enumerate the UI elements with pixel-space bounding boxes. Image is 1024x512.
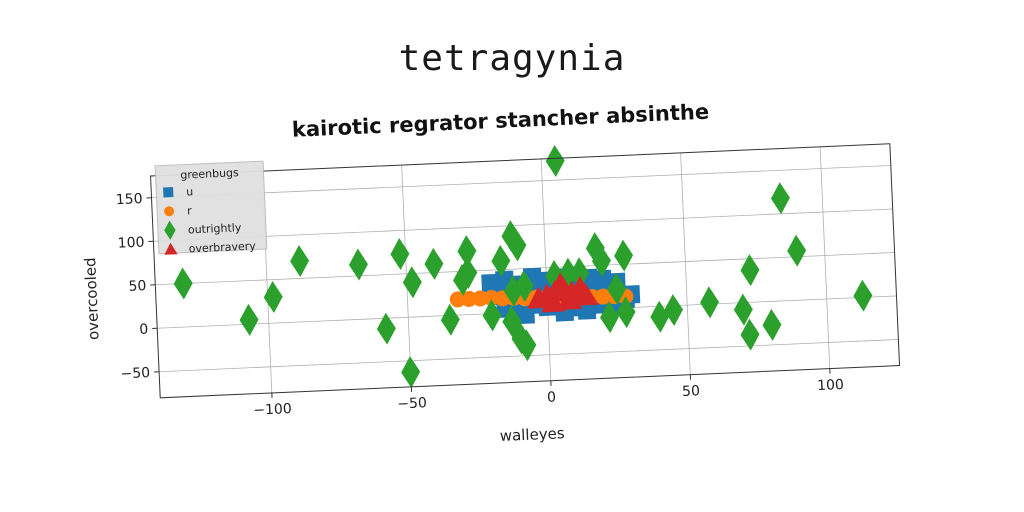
x-tick-label: −100	[253, 401, 292, 419]
legend-marker	[164, 220, 176, 240]
data-point	[514, 270, 534, 303]
data-point	[577, 300, 597, 320]
data-point	[390, 238, 410, 271]
data-point	[616, 296, 636, 329]
data-point	[516, 305, 535, 325]
data-point	[424, 247, 444, 280]
data-point	[541, 290, 566, 313]
data-point	[664, 294, 683, 327]
legend-label: outrightly	[188, 221, 242, 236]
data-point	[482, 299, 502, 332]
x-tick-label: 50	[682, 383, 701, 400]
legend-marker	[164, 242, 178, 255]
y-tick-label: 150	[115, 191, 142, 208]
data-point	[558, 257, 578, 290]
data-point	[263, 281, 283, 314]
x-tick-label: 100	[817, 377, 844, 394]
series-3	[527, 272, 599, 313]
y-tick-label: 0	[139, 322, 149, 338]
legend-entries: ur outrightly overbravery	[163, 185, 257, 255]
data-point	[348, 248, 368, 281]
data-point	[650, 300, 670, 333]
data-point	[700, 286, 719, 319]
data-point	[770, 182, 790, 215]
figure-super-title: tetragynia	[398, 38, 626, 79]
data-point	[453, 264, 473, 297]
data-point	[787, 234, 807, 267]
data-point	[740, 254, 760, 287]
x-tick-label: 0	[547, 390, 557, 406]
data-point	[614, 239, 634, 272]
data-point	[458, 256, 478, 289]
x-tick-label: −50	[397, 395, 427, 412]
x-grid-line	[540, 158, 552, 381]
legend-title: greenbugs	[180, 166, 239, 182]
data-point	[545, 144, 565, 177]
data-point	[290, 245, 310, 278]
data-point	[607, 273, 627, 305]
x-grid-line	[680, 152, 691, 375]
data-point	[483, 289, 500, 306]
data-point	[591, 244, 611, 277]
data-point	[239, 303, 259, 336]
data-point	[507, 229, 527, 262]
y-axis-label: overcooled	[81, 257, 103, 340]
chart-title: kairotic regrator stancher absinthe	[291, 100, 709, 142]
data-point	[517, 329, 537, 362]
data-point	[401, 356, 421, 389]
data-point	[740, 318, 760, 351]
data-point	[503, 274, 523, 307]
data-point	[762, 308, 782, 341]
data-point	[853, 279, 873, 312]
x-axis-label: walleyes	[499, 424, 565, 445]
data-point	[570, 257, 590, 290]
data-point	[402, 266, 422, 299]
data-point	[457, 235, 477, 268]
data-point	[173, 267, 193, 300]
y-grid-line	[151, 165, 891, 199]
data-point	[491, 244, 511, 277]
legend-label: overbravery	[188, 239, 256, 255]
data-point	[733, 293, 753, 326]
x-grid-line	[819, 146, 831, 369]
plot-area: −100 −50 0 50 100 −50 0 50 100 150 kairotic regr…	[81, 100, 901, 445]
legend: greenbugs ur outrightly overbravery	[154, 160, 268, 255]
legend-label: u	[186, 185, 194, 198]
series-2	[173, 144, 873, 389]
y-tick-label: 50	[128, 278, 147, 295]
y-tick-label: −50	[120, 365, 150, 382]
data-point	[600, 301, 620, 334]
axes-frame	[150, 143, 901, 399]
data-point	[548, 272, 574, 295]
y-ticks: −50 0 50 100 150	[115, 191, 160, 382]
legend-box	[154, 160, 268, 255]
legend-marker	[163, 187, 174, 198]
legend-marker	[164, 206, 175, 217]
y-grid-line	[153, 208, 893, 242]
x-ticks: −100 −50 0 50 100	[253, 368, 844, 419]
data-points	[173, 144, 873, 389]
data-point	[376, 312, 396, 345]
data-point	[574, 283, 599, 306]
y-tick-label: 100	[117, 235, 144, 252]
legend-label: r	[187, 204, 193, 217]
data-point	[527, 286, 552, 309]
data-point	[440, 303, 460, 336]
